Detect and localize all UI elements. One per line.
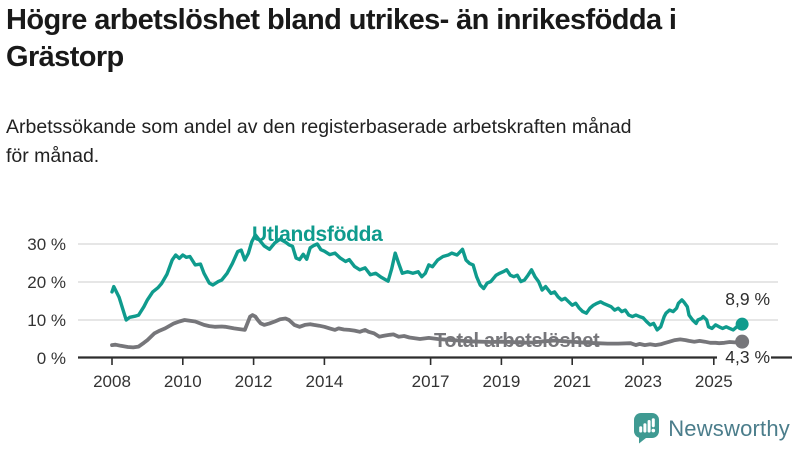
page-title: Högre arbetslöshet bland utrikes- än inr…: [6, 2, 796, 76]
svg-text:0 %: 0 %: [37, 349, 66, 368]
svg-text:2012: 2012: [235, 372, 273, 391]
series-lines: [110, 233, 744, 350]
newsworthy-logo: Newsworthy: [633, 413, 790, 444]
chart-subtitle: Arbetssökande som andel av den registerb…: [6, 113, 631, 171]
end-value-label-total-backdrop: [717, 349, 771, 365]
x-axis: [78, 356, 792, 365]
svg-text:2010: 2010: [164, 372, 202, 391]
svg-text:20 %: 20 %: [27, 273, 66, 292]
series-end-dots: [735, 317, 750, 349]
x-axis-tick-labels: 2008 2010 2012 2014 2017 2019 2021 2023 2025: [93, 372, 733, 391]
end-value-label-total-arbetsloshet: 4,3 %: [725, 347, 770, 367]
svg-text:2014: 2014: [305, 372, 343, 391]
page-title-line-2: Grästorp: [6, 41, 124, 73]
svg-text:2023: 2023: [624, 372, 662, 391]
svg-text:2017: 2017: [412, 372, 450, 391]
svg-text:2019: 2019: [482, 372, 520, 391]
svg-text:2008: 2008: [93, 372, 131, 391]
newsworthy-speech-bubble-chart-icon: [634, 413, 660, 444]
chart-subtitle-line-1: Arbetssökande som andel av den registerb…: [6, 116, 632, 138]
svg-text:10 %: 10 %: [27, 311, 66, 330]
svg-text:2025: 2025: [695, 372, 733, 391]
page-title-line-1: Högre arbetslöshet bland utrikes- än inr…: [6, 4, 677, 36]
series-label-total-arbetsloshet: Total arbetslöshet: [434, 330, 600, 352]
chart-subtitle-line-2: för månad.: [6, 145, 100, 167]
newsworthy-logo-text: Newsworthy: [668, 415, 790, 441]
end-value-label-utlandsfodda: 8,9 %: [725, 289, 770, 309]
svg-text:30 %: 30 %: [27, 235, 66, 254]
series-label-utlandsfodda: Utlandsfödda: [252, 223, 383, 246]
svg-text:2021: 2021: [553, 372, 591, 391]
y-axis-tick-labels: 0 % 10 % 20 % 30 %: [27, 235, 66, 368]
